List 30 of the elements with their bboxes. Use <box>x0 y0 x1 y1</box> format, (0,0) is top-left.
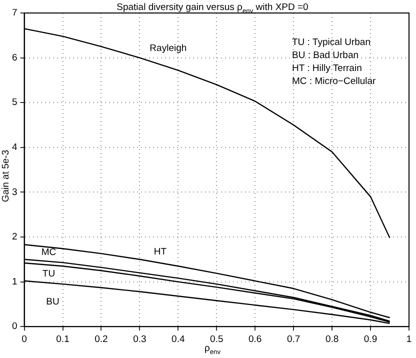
annotation: HT : Hilly Terrain <box>292 62 363 75</box>
annotation: BU : Bad Urban <box>292 49 360 62</box>
x-tick-label: 0.9 <box>364 334 378 345</box>
x-tick-label: 0.1 <box>56 334 70 345</box>
x-tick-label: 0.8 <box>325 334 339 345</box>
series-label: Rayleigh <box>150 42 187 54</box>
x-tick-label: 0.4 <box>172 334 185 345</box>
x-tick-label: 0.3 <box>133 334 146 345</box>
series-label: TU <box>42 268 56 280</box>
y-tick-label: 3 <box>12 186 18 198</box>
annotation: TU : Typical Urban <box>292 36 372 49</box>
series-label: HT <box>154 246 167 258</box>
x-axis-title: ρ$_{env}$ <box>203 343 222 356</box>
x-tick-label: 0.7 <box>286 334 300 345</box>
x-tick-label: 0.6 <box>248 334 262 345</box>
x-tick-label: 0.5 <box>210 334 224 345</box>
series-label: BU <box>46 296 60 308</box>
y-tick-label: 5 <box>12 97 18 108</box>
series-label: MC <box>41 247 56 258</box>
y-axis-title: Gain at 5e-3 <box>0 150 12 202</box>
x-tick-label: 0 <box>22 334 27 345</box>
x-tick-label: 1 <box>406 334 412 345</box>
y-tick-label: 6 <box>12 52 18 64</box>
y-tick-label: 4 <box>12 142 18 154</box>
y-tick-label: 7 <box>12 8 18 19</box>
x-tick-label: 0.2 <box>94 334 108 345</box>
y-tick-label: 1 <box>12 276 18 288</box>
y-tick-label: 2 <box>12 232 18 243</box>
y-tick-label: 0 <box>12 321 18 332</box>
annotation: MC : Micro−Cellular <box>292 75 376 88</box>
